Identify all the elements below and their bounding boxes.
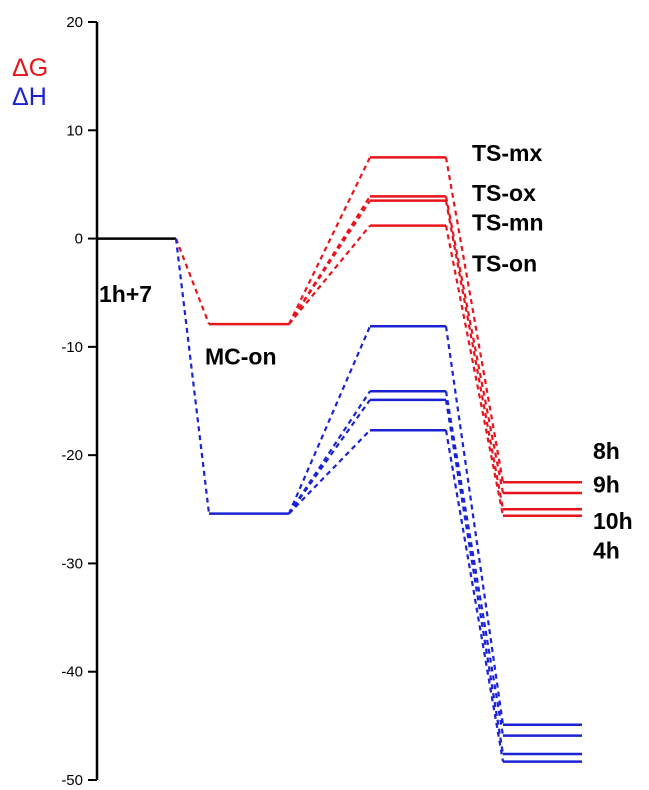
- y-tick-label: 20: [66, 14, 83, 31]
- connector-mc-ts-mn-dh: [288, 399, 371, 515]
- label-8h: 8h: [593, 438, 620, 464]
- y-tick-label: -40: [61, 664, 83, 681]
- y-tick-label: -50: [61, 772, 83, 789]
- label-4h: 4h: [593, 537, 620, 563]
- connector-ts-mx-8h-dg: [444, 157, 505, 483]
- label-1h-plus-7: 1h+7: [99, 281, 152, 307]
- connector-mc-ts-ox-dh: [288, 390, 371, 515]
- connector-ts-ox-9h-dh: [444, 391, 505, 736]
- y-tick-label: -30: [61, 555, 83, 572]
- connector-reactant-mc-dg: [174, 238, 211, 325]
- y-tick-label: 0: [75, 231, 83, 248]
- legend-item-dh: ΔH: [12, 83, 47, 111]
- energy-levels: [97, 156, 582, 763]
- label-mc-on: MC-on: [205, 344, 277, 370]
- label-ts-on: TS-on: [472, 250, 537, 276]
- connector-ts-mn-10h-dh: [444, 399, 505, 755]
- connector-mc-ts-on-dh: [288, 429, 371, 515]
- connector-mc-ts-ox-dg: [288, 195, 371, 325]
- connector-mc-ts-on-dg: [288, 224, 371, 325]
- connector-ts-on-4h-dg: [444, 225, 505, 516]
- y-tick-label: -20: [61, 447, 83, 464]
- connector-ts-on-4h-dh: [444, 430, 505, 762]
- connector-ts-mx-8h-dh: [444, 326, 505, 725]
- connector-ts-mn-10h-dg: [444, 200, 505, 510]
- label-ts-mn: TS-mn: [472, 209, 544, 235]
- y-tick-label: -10: [61, 339, 83, 356]
- connector-mc-ts-mx-dh: [287, 325, 372, 515]
- y-tick-label: 10: [66, 122, 83, 139]
- legend-item-dg: ΔG: [12, 54, 48, 82]
- label-ts-ox: TS-ox: [472, 180, 536, 206]
- label-ts-mx: TS-mx: [472, 140, 543, 166]
- connector-mc-ts-mn-dg: [288, 200, 371, 325]
- connector-reactant-mc-dh: [174, 238, 211, 514]
- y-axis: 20 10 0 -10 -20 -30 -40 -50: [61, 14, 99, 789]
- connector-mc-ts-mx-dg: [288, 156, 371, 325]
- label-10h: 10h: [593, 508, 633, 534]
- point-labels: 1h+7 MC-on TS-mx TS-ox TS-mn TS-on 8h 9h 10h 4h: [99, 140, 633, 563]
- label-9h: 9h: [593, 471, 620, 497]
